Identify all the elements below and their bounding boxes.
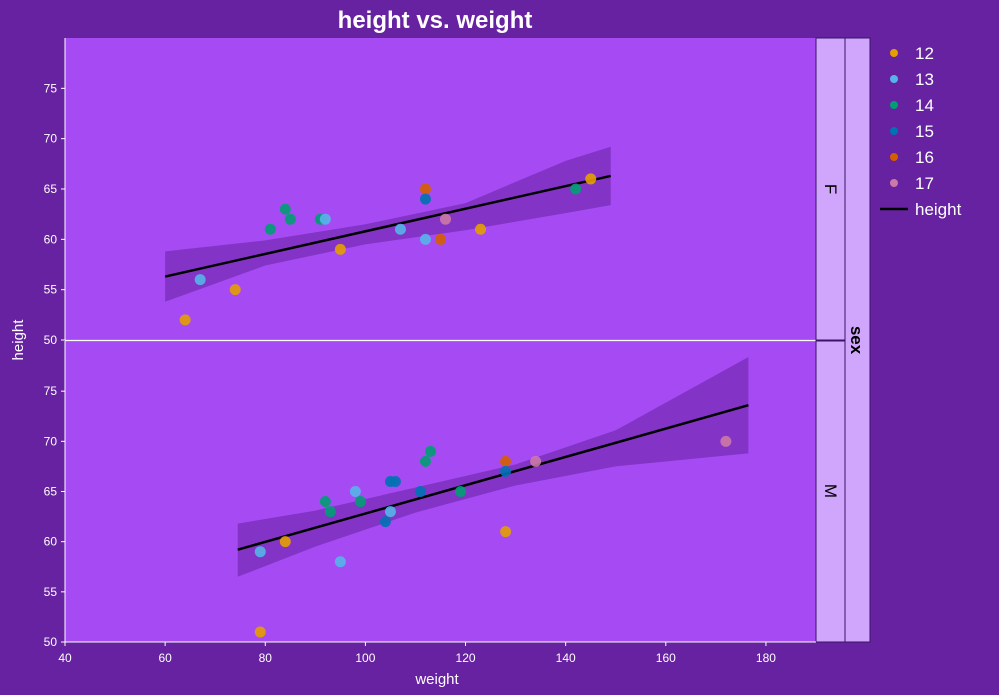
data-point	[179, 314, 191, 326]
y-tick-label: 65	[44, 485, 58, 499]
strip-label-bottom: M	[821, 484, 840, 498]
confidence-band	[165, 146, 611, 302]
x-axis: 40 60 80 100 120 140 160 180	[58, 641, 816, 665]
data-point	[475, 223, 487, 235]
x-tick-label: 140	[556, 651, 576, 665]
data-point	[229, 284, 241, 296]
data-point	[419, 193, 431, 205]
data-point	[720, 435, 732, 447]
data-point	[334, 556, 346, 568]
data-point	[500, 526, 512, 538]
data-point	[414, 486, 426, 497]
data-point	[354, 496, 366, 508]
data-point	[424, 445, 436, 457]
chart-title: height vs. weight	[338, 7, 533, 34]
legend-label: 13	[915, 70, 934, 89]
data-point	[324, 506, 336, 518]
strip-label-top: F	[821, 184, 840, 194]
y-tick-label: 55	[44, 585, 58, 599]
data-point	[349, 486, 361, 497]
y-tick-label: 75	[44, 384, 58, 398]
confidence-bands	[165, 146, 749, 577]
data-point	[254, 546, 266, 558]
data-point	[570, 183, 582, 195]
data-point	[389, 475, 401, 487]
data-point	[254, 626, 266, 638]
data-point	[194, 274, 206, 286]
data-point	[394, 223, 406, 235]
y-axis-title: height	[10, 319, 27, 361]
y-tick-label: 70	[44, 132, 58, 146]
legend-label: 15	[915, 122, 934, 141]
data-point	[530, 455, 542, 467]
x-tick-label: 80	[259, 651, 273, 665]
data-point	[319, 496, 331, 508]
data-point	[500, 465, 512, 477]
fit-line	[164, 174, 612, 278]
legend-swatch	[890, 153, 898, 161]
data-point	[455, 486, 467, 497]
legend-swatch	[890, 127, 898, 135]
legend-swatch	[890, 101, 898, 109]
data-point	[319, 213, 331, 225]
data-point	[279, 536, 291, 548]
x-tick-label: 40	[58, 651, 72, 665]
data-point	[419, 183, 431, 195]
facet-variable-label: sex	[847, 326, 866, 355]
strip-panel-top	[815, 37, 846, 341]
y-tick-label: 65	[44, 182, 58, 196]
y-tick-label: 75	[44, 81, 58, 95]
data-point	[585, 173, 597, 185]
legend-label: 16	[915, 148, 934, 167]
y-tick-label: 60	[44, 535, 58, 549]
fit-line	[237, 404, 749, 551]
x-tick-label: 160	[656, 651, 676, 665]
y-axis: 50 55 60 65 70 75 50 55 60 65 70 75	[44, 38, 66, 649]
data-point	[284, 213, 296, 225]
x-tick-label: 120	[456, 651, 476, 665]
data-point	[435, 233, 446, 245]
legend-swatch	[890, 179, 898, 187]
legend-label: 17	[915, 174, 934, 193]
x-axis-title: weight	[414, 671, 459, 688]
legend-label: 14	[915, 96, 934, 115]
data-point	[419, 233, 431, 245]
data-point	[440, 213, 452, 225]
data-point	[500, 455, 512, 467]
strip-panel-bottom	[815, 340, 846, 643]
x-tick-label: 100	[355, 651, 375, 665]
data-point	[384, 506, 396, 518]
data-point	[379, 516, 391, 528]
data-point	[279, 203, 291, 215]
fit-lines	[164, 174, 749, 551]
legend-label: 12	[915, 44, 934, 63]
legend-swatch	[890, 49, 898, 57]
y-tick-label: 60	[44, 232, 58, 246]
data-point	[264, 223, 276, 235]
y-tick-label: 70	[44, 434, 58, 448]
legend: 12 13 14 15 16 17 height	[880, 44, 962, 219]
confidence-band	[237, 357, 749, 577]
y-tick-label: 50	[44, 333, 58, 347]
x-tick-label: 180	[756, 651, 776, 665]
legend-swatch	[890, 75, 898, 83]
data-point	[334, 243, 346, 255]
y-tick-label: 50	[44, 635, 58, 649]
data-point	[419, 455, 431, 467]
y-tick-label: 55	[44, 283, 58, 297]
legend-line-label: height	[915, 200, 962, 219]
scatter-points	[179, 173, 732, 638]
strip-facet-variable	[844, 37, 871, 643]
x-tick-label: 60	[158, 651, 172, 665]
